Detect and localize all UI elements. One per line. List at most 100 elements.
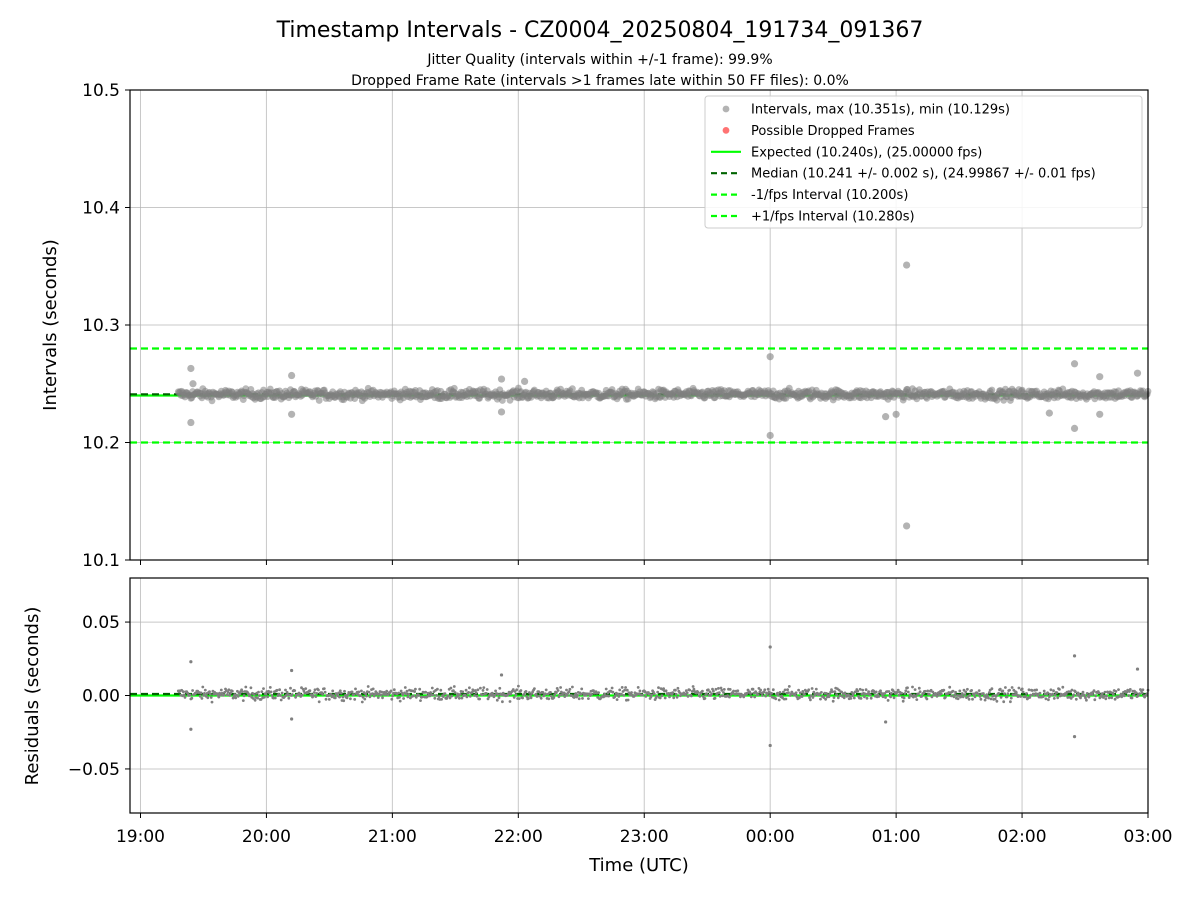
- residual-point: [1014, 691, 1018, 694]
- residual-point: [1056, 696, 1060, 700]
- interval-outlier-point: [187, 418, 195, 427]
- residual-point: [529, 696, 533, 700]
- residual-point: [1009, 700, 1012, 704]
- residual-point: [289, 686, 292, 690]
- residual-point: [863, 695, 866, 699]
- residual-point: [186, 691, 190, 695]
- residual-point: [840, 690, 843, 694]
- interval-outlier-point: [1070, 360, 1079, 368]
- residual-point: [200, 697, 204, 700]
- residual-point: [942, 688, 946, 692]
- residual-point: [993, 697, 997, 701]
- residual-point: [728, 688, 732, 691]
- residual-point: [294, 695, 297, 699]
- residual-point: [977, 692, 980, 696]
- interval-point: [499, 397, 506, 404]
- residual-point: [314, 695, 318, 698]
- residual-point: [1004, 686, 1007, 689]
- interval-outlier-point: [1096, 410, 1104, 418]
- residual-point: [209, 696, 213, 699]
- residual-point: [736, 689, 740, 693]
- residual-point: [590, 693, 594, 696]
- residual-point: [556, 689, 560, 692]
- residual-point: [684, 693, 687, 697]
- residual-point: [337, 691, 340, 695]
- residual-point: [994, 694, 998, 698]
- residual-point: [953, 693, 957, 697]
- residual-point: [210, 700, 214, 704]
- residual-point: [951, 689, 955, 693]
- residual-point: [308, 689, 312, 693]
- residual-point: [961, 695, 965, 699]
- residual-point: [576, 693, 579, 697]
- residual-point: [253, 698, 257, 702]
- residual-point: [914, 695, 918, 698]
- residual-point: [684, 689, 688, 693]
- residual-point: [728, 695, 731, 699]
- residual-point: [708, 690, 712, 694]
- residual-point: [563, 695, 567, 698]
- residual-point: [859, 697, 863, 700]
- residual-point: [1097, 691, 1101, 695]
- residual-point: [950, 694, 953, 698]
- residual-point: [690, 694, 693, 698]
- residual-point: [989, 697, 993, 701]
- residual-point: [479, 686, 482, 690]
- residual-point: [581, 697, 584, 700]
- residual-point: [902, 696, 906, 700]
- residual-point: [809, 694, 813, 697]
- residual-point: [1074, 690, 1077, 694]
- interval-outlier-point: [903, 522, 911, 530]
- residual-point: [268, 686, 272, 689]
- residual-point: [688, 688, 692, 692]
- residual-point: [436, 687, 439, 691]
- residual-point: [776, 691, 779, 695]
- residual-point: [963, 693, 967, 696]
- residual-point: [712, 689, 715, 693]
- residual-point: [515, 688, 519, 692]
- x-tick-label: 03:00: [1124, 827, 1173, 847]
- residual-outlier-point: [290, 717, 294, 721]
- residual-point: [759, 688, 762, 692]
- chart-title: Timestamp Intervals - CZ0004_20250804_19…: [276, 18, 924, 43]
- residual-point: [691, 685, 695, 688]
- top-y-tick-label: 10.3: [82, 316, 120, 336]
- residual-point: [982, 692, 985, 695]
- residual-point: [368, 695, 372, 699]
- residual-point: [473, 694, 476, 697]
- x-tick-label: 19:00: [116, 827, 165, 847]
- residual-point: [544, 688, 548, 692]
- residual-point: [541, 691, 545, 694]
- x-tick-label: 23:00: [620, 827, 669, 847]
- residual-point: [363, 697, 367, 701]
- residual-point: [911, 685, 914, 689]
- residual-point: [690, 690, 694, 693]
- legend-marker: [722, 126, 730, 134]
- residual-outlier-point: [768, 645, 772, 649]
- residual-point: [460, 696, 464, 700]
- residual-point: [474, 689, 477, 692]
- residual-point: [858, 687, 862, 691]
- residual-point: [497, 696, 501, 700]
- residual-point: [437, 695, 441, 698]
- residual-point: [252, 693, 256, 696]
- residual-point: [555, 687, 559, 690]
- residual-point: [832, 696, 836, 699]
- residual-point: [617, 695, 621, 698]
- chart-subtitle-dropped: Dropped Frame Rate (intervals >1 frames …: [351, 73, 849, 89]
- residual-point: [449, 686, 453, 690]
- residual-point: [433, 696, 437, 700]
- interval-outlier-point: [497, 408, 506, 416]
- residual-point: [332, 694, 335, 697]
- x-tick-label: 01:00: [872, 827, 921, 847]
- residual-point: [641, 693, 644, 697]
- residual-point: [284, 688, 287, 692]
- residual-point: [825, 692, 828, 695]
- residual-point: [280, 691, 284, 695]
- residual-point: [652, 692, 656, 696]
- residual-point: [229, 691, 233, 695]
- x-tick-label: 00:00: [746, 827, 795, 847]
- residual-point: [1117, 688, 1120, 691]
- residual-point: [787, 691, 790, 694]
